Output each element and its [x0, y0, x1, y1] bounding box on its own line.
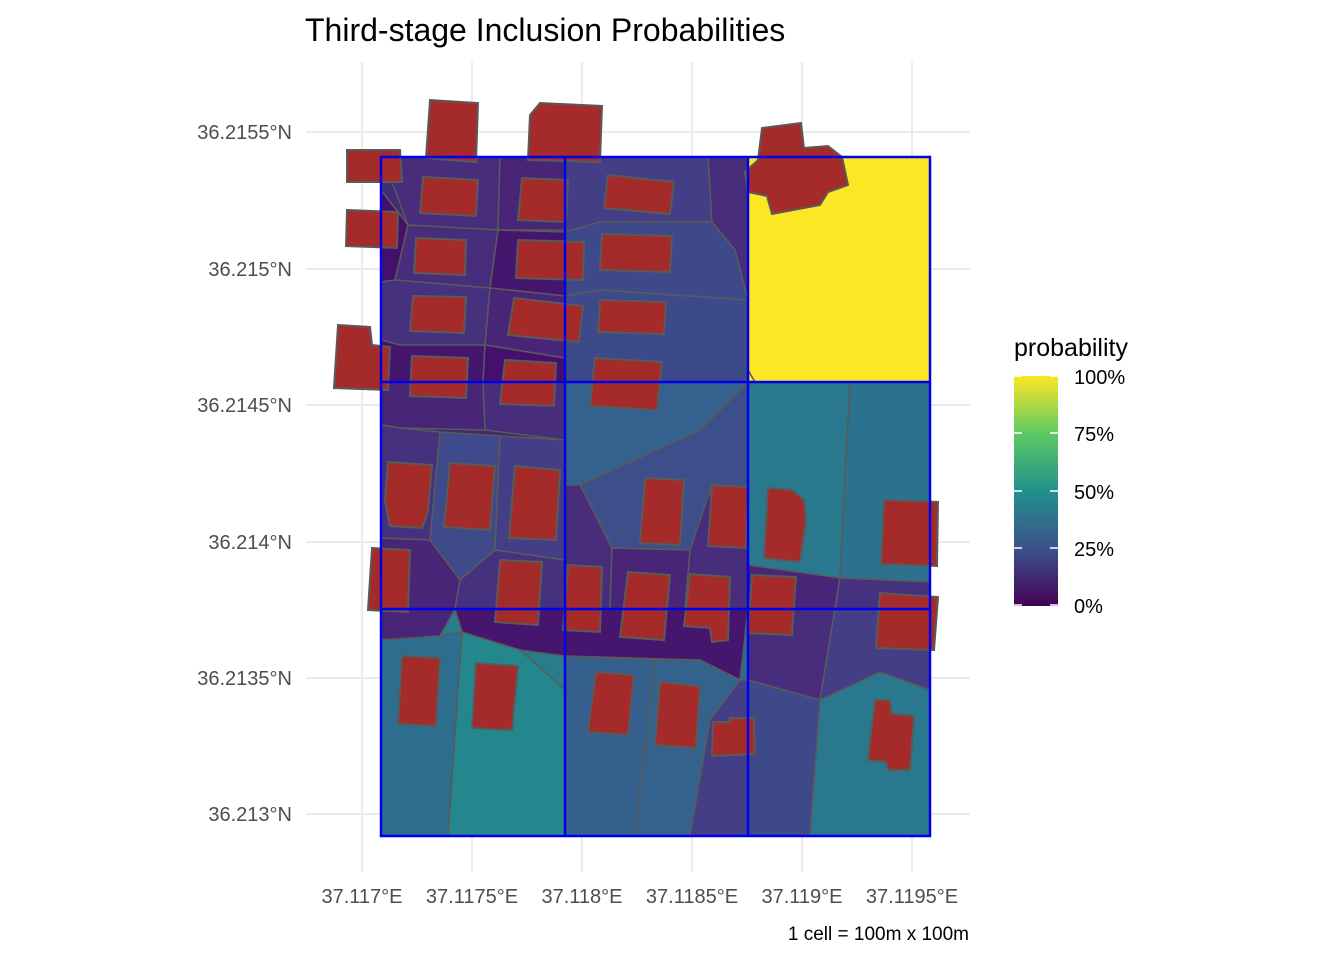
x-tick-label: 37.1195°E: [866, 886, 958, 908]
y-tick-label: 36.214°N: [208, 532, 292, 554]
building: [507, 464, 562, 542]
building: [596, 298, 668, 336]
building: [561, 563, 604, 634]
building: [332, 323, 392, 392]
building: [412, 236, 468, 277]
building: [514, 238, 586, 282]
building: [366, 546, 412, 614]
legend-label: 100%: [1074, 367, 1125, 389]
building: [710, 717, 757, 758]
y-tick-label: 36.2145°N: [197, 395, 292, 417]
x-tick-label: 37.118°E: [541, 886, 622, 908]
building: [424, 98, 480, 164]
building: [470, 661, 520, 732]
building: [706, 483, 750, 550]
legend: probability 100% 75% 50% 25% 0%: [1014, 334, 1128, 618]
building: [866, 699, 916, 771]
legend-label: 0%: [1074, 596, 1103, 618]
buildings: [332, 98, 940, 771]
legend-title: probability: [1014, 334, 1128, 362]
building: [874, 591, 940, 652]
sampling-grid: [379, 155, 932, 838]
building: [516, 176, 566, 224]
building: [526, 101, 604, 164]
x-tick-label: 37.119°E: [761, 886, 842, 908]
polygon: [747, 679, 821, 837]
y-tick-label: 36.215°N: [208, 259, 292, 281]
building: [493, 558, 544, 627]
building: [344, 208, 400, 250]
building: [506, 296, 585, 344]
y-tick-label: 36.213°N: [208, 804, 292, 826]
building: [383, 460, 434, 530]
colorbar-ticks: [1014, 375, 1058, 606]
building: [618, 570, 672, 642]
x-tick-label: 37.117°E: [321, 886, 402, 908]
building: [346, 149, 404, 183]
x-tick-label: 37.1175°E: [426, 886, 518, 908]
building: [396, 654, 442, 728]
legend-label: 75%: [1074, 424, 1114, 446]
building: [408, 354, 470, 400]
building: [879, 498, 940, 568]
legend-label: 25%: [1074, 539, 1114, 561]
building: [408, 294, 468, 335]
building: [598, 232, 674, 274]
building: [746, 573, 798, 637]
y-axis-ticks: 36.2155°N 36.215°N 36.2145°N 36.214°N 36…: [197, 122, 292, 826]
building: [418, 175, 480, 218]
x-tick-label: 37.1185°E: [646, 886, 738, 908]
plot-caption: 1 cell = 100m x 100m: [788, 924, 969, 945]
building: [586, 670, 636, 737]
plot-title: Third-stage Inclusion Probabilities: [305, 12, 785, 48]
building: [653, 680, 702, 750]
y-tick-label: 36.2155°N: [197, 122, 292, 144]
building: [588, 356, 664, 412]
building: [762, 486, 808, 564]
building: [638, 476, 686, 547]
building: [743, 121, 850, 216]
legend-label: 50%: [1074, 482, 1114, 504]
building: [602, 173, 676, 216]
building: [442, 461, 497, 532]
y-tick-label: 36.2135°N: [197, 668, 292, 690]
x-axis-ticks: 37.117°E 37.1175°E 37.118°E 37.1185°E 37…: [321, 886, 958, 908]
